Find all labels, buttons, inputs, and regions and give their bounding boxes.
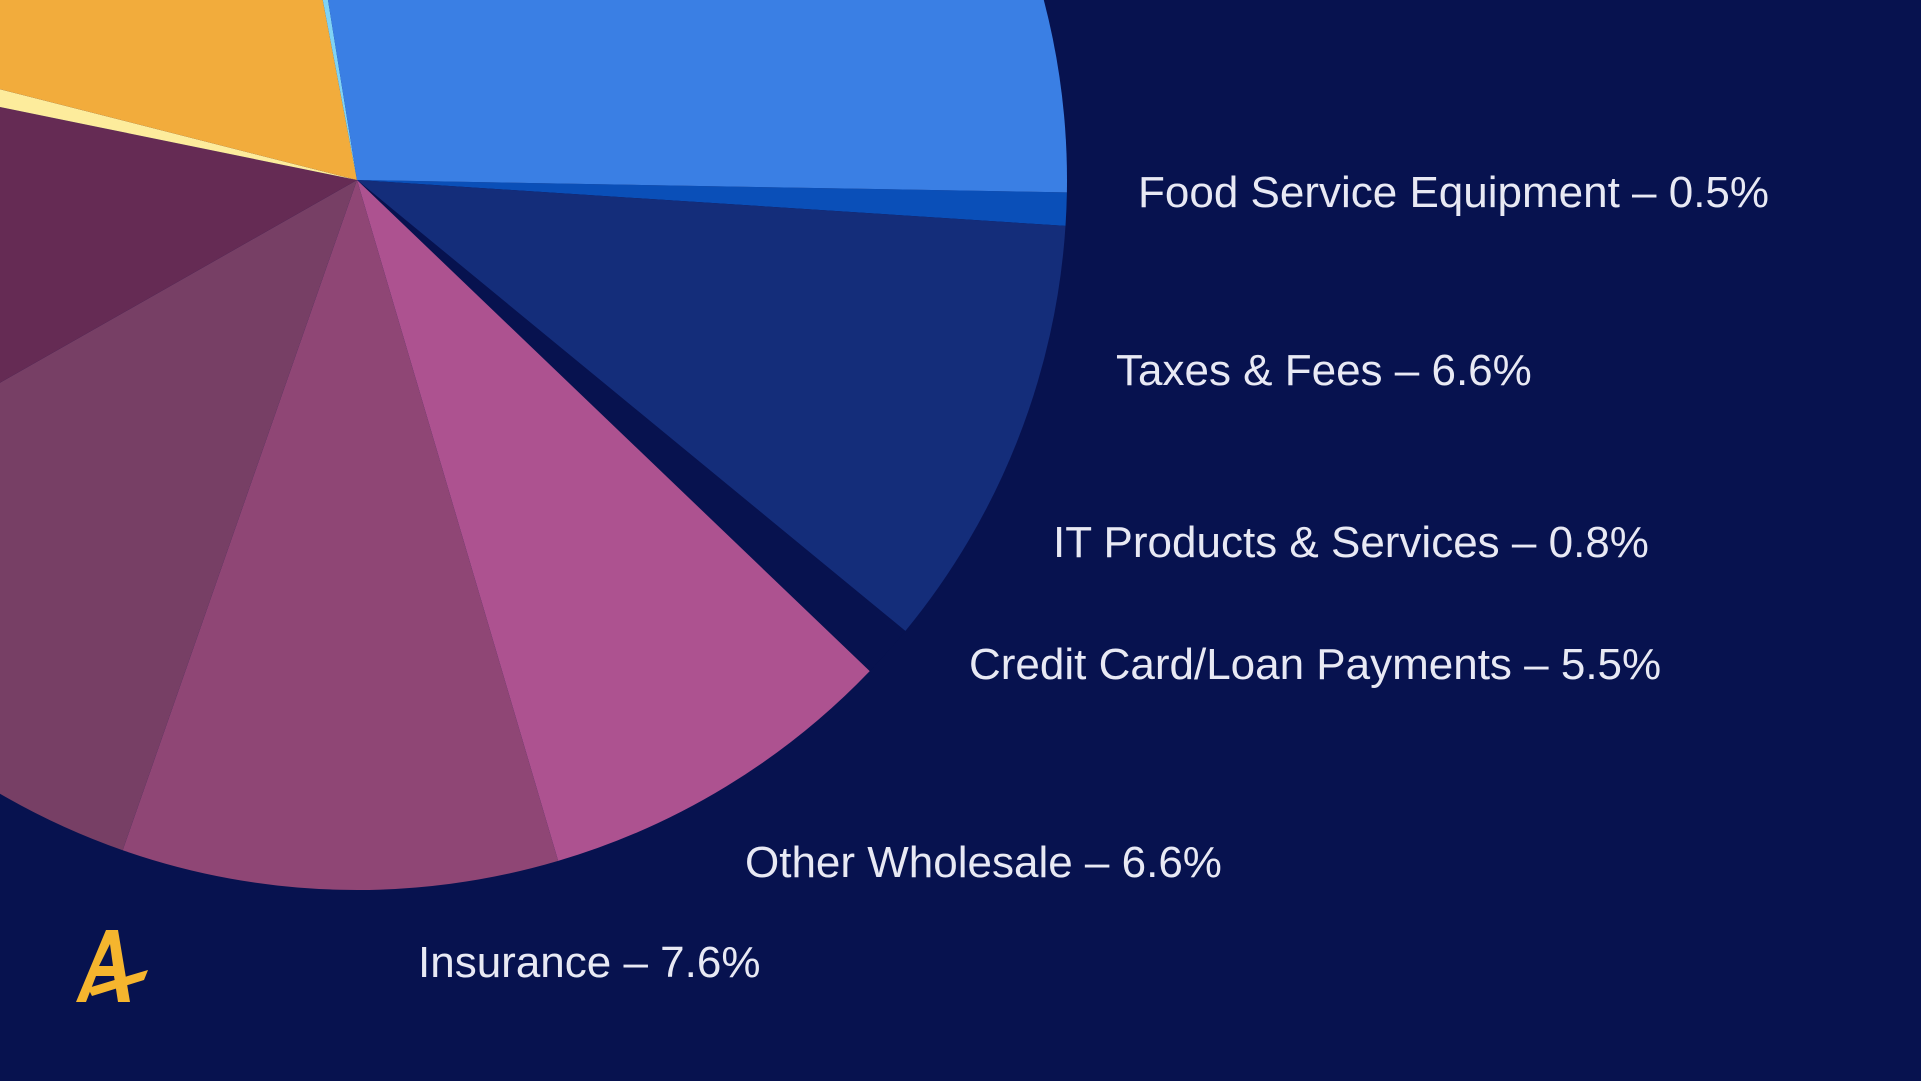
pie-slice-10 bbox=[328, 0, 1067, 193]
pie-slice-6 bbox=[0, 106, 357, 383]
a-logo-icon bbox=[76, 930, 148, 1002]
slice-label-taxes-fees: Taxes & Fees – 6.6% bbox=[1116, 346, 1532, 395]
pie-slice-0 bbox=[357, 180, 1067, 226]
slice-label-insurance: Insurance – 7.6% bbox=[418, 938, 761, 987]
slice-label-credit-card-loan-payments: Credit Card/Loan Payments – 5.5% bbox=[969, 640, 1662, 689]
slice-label-food-service-equipment: Food Service Equipment – 0.5% bbox=[1138, 168, 1770, 217]
pie-slice-4 bbox=[122, 180, 559, 891]
pie-slice-5 bbox=[0, 180, 357, 851]
pie-slice-2 bbox=[357, 180, 906, 672]
slice-label-other-wholesale: Other Wholesale – 6.6% bbox=[745, 838, 1222, 887]
pie-slice-1 bbox=[357, 180, 1066, 631]
pie-slice-3 bbox=[357, 180, 870, 861]
pie-slice-9 bbox=[322, 0, 357, 180]
slice-label-it-products-services: IT Products & Services – 0.8% bbox=[1053, 518, 1649, 567]
pie-slice-8 bbox=[0, 0, 357, 180]
